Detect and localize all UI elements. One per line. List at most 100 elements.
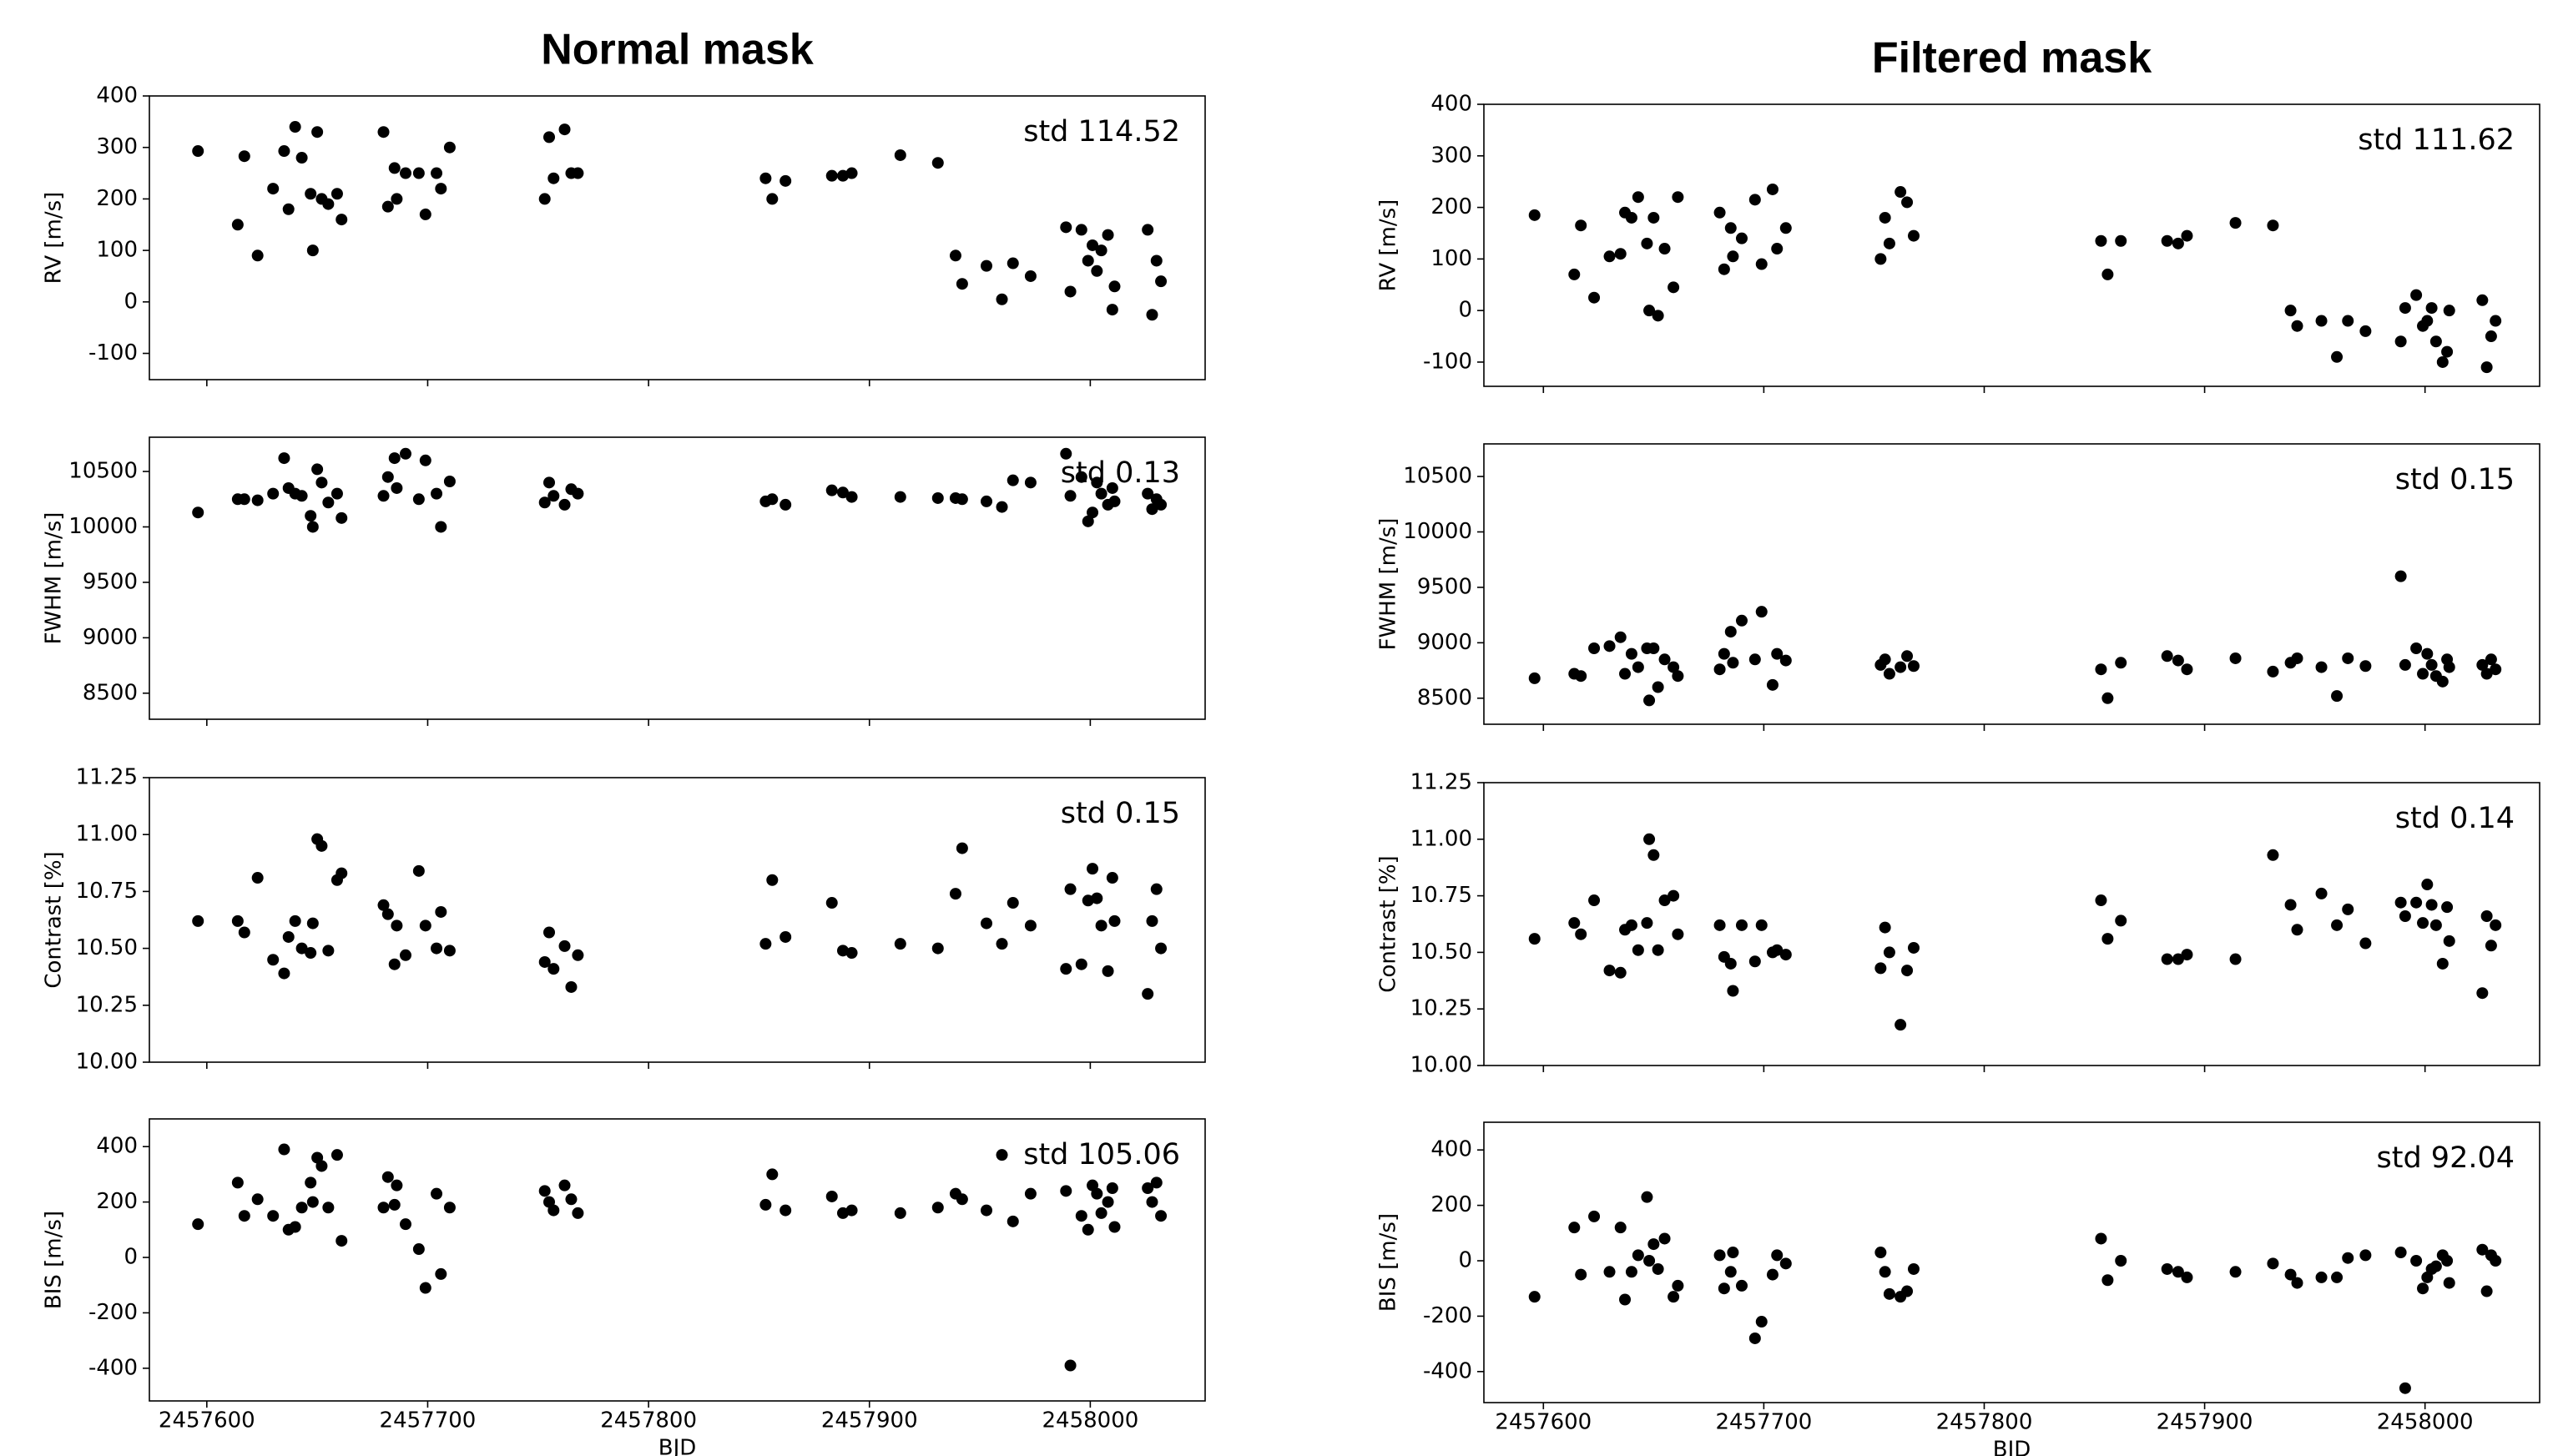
data-point xyxy=(1150,883,1163,895)
data-point xyxy=(1907,1262,1920,1275)
data-point xyxy=(572,1207,584,1219)
data-point xyxy=(1625,211,1637,224)
data-point xyxy=(431,1187,443,1200)
x-tick-label: 2457800 xyxy=(1936,1410,2033,1435)
data-point xyxy=(336,1235,348,1247)
data-point xyxy=(2331,350,2344,363)
y-tick-label: -100 xyxy=(1423,349,1472,374)
data-point xyxy=(1108,914,1121,927)
data-point xyxy=(2172,1266,2184,1278)
data-point xyxy=(996,501,1008,513)
data-point xyxy=(1603,1266,1616,1278)
data-point xyxy=(289,121,301,134)
data-point xyxy=(2291,924,2303,936)
data-point xyxy=(1883,946,1895,959)
data-point xyxy=(1102,965,1114,977)
data-point xyxy=(1672,1279,1684,1292)
data-point xyxy=(278,452,290,465)
y-tick-label: -400 xyxy=(88,1355,138,1380)
data-point xyxy=(412,864,425,877)
data-point xyxy=(388,162,401,174)
data-point xyxy=(1146,309,1158,321)
data-point xyxy=(558,1179,571,1192)
data-point xyxy=(289,1221,301,1233)
data-point xyxy=(2485,330,2497,343)
data-point xyxy=(1575,670,1587,683)
data-point xyxy=(759,938,772,950)
data-point xyxy=(1658,1232,1671,1245)
data-point xyxy=(1106,304,1118,316)
data-point xyxy=(1647,849,1660,861)
data-point xyxy=(766,1168,779,1181)
data-point xyxy=(1755,919,1768,931)
y-tick-label: 10000 xyxy=(1403,519,1472,544)
data-point xyxy=(1106,872,1118,884)
data-point xyxy=(2421,879,2434,891)
data-point xyxy=(1724,1266,1737,1278)
data-point xyxy=(2443,305,2455,317)
data-point xyxy=(1779,949,1792,961)
data-point xyxy=(1528,1291,1541,1303)
data-point xyxy=(1727,250,1739,263)
data-point xyxy=(1647,642,1660,654)
data-point xyxy=(311,463,324,476)
data-point xyxy=(780,174,792,187)
data-point xyxy=(419,454,431,466)
data-point xyxy=(1874,1247,1887,1259)
y-tick-label: 0 xyxy=(1458,298,1472,323)
data-point xyxy=(1727,1247,1739,1259)
data-point xyxy=(192,506,204,519)
data-point xyxy=(1075,224,1087,236)
data-point xyxy=(391,1179,403,1192)
y-axis-label: FWHM [m/s] xyxy=(42,512,67,645)
data-point xyxy=(931,157,944,169)
data-point xyxy=(1528,209,1541,221)
data-point xyxy=(251,249,264,262)
y-tick-label: 300 xyxy=(1430,143,1472,168)
data-point xyxy=(322,1202,335,1214)
data-point xyxy=(2485,653,2497,666)
data-point xyxy=(2443,661,2455,673)
data-point xyxy=(2229,953,2242,965)
y-tick-label: 100 xyxy=(96,238,138,263)
data-point xyxy=(2101,933,2114,945)
data-point xyxy=(1643,694,1656,707)
data-point xyxy=(1146,1196,1158,1208)
data-point xyxy=(251,1193,264,1206)
y-axis-label: BIS [m/s] xyxy=(1376,1213,1401,1312)
data-point xyxy=(2181,229,2193,242)
data-point xyxy=(1150,254,1163,267)
data-point xyxy=(1718,263,1730,275)
data-point xyxy=(1643,305,1656,317)
data-point xyxy=(1619,1293,1632,1306)
data-point xyxy=(845,167,858,179)
data-point xyxy=(538,193,551,205)
data-point xyxy=(1142,988,1154,1000)
data-point xyxy=(2410,896,2423,909)
data-point xyxy=(267,954,280,966)
data-point xyxy=(836,486,849,499)
data-point xyxy=(2267,219,2279,232)
data-point xyxy=(377,1202,390,1214)
data-point xyxy=(315,476,328,489)
y-tick-label: 9000 xyxy=(1417,630,1472,655)
data-point xyxy=(192,145,204,158)
data-point xyxy=(435,905,447,918)
data-point xyxy=(2172,654,2184,667)
data-point xyxy=(981,1204,993,1217)
y-axis-label: Contrast [%] xyxy=(1376,855,1401,992)
y-tick-label: 10000 xyxy=(68,514,138,539)
data-point xyxy=(1641,237,1653,249)
data-point xyxy=(2101,268,2114,280)
data-point xyxy=(1064,285,1077,298)
x-tick-label: 2457900 xyxy=(821,1408,918,1433)
data-point xyxy=(330,487,343,500)
data-point xyxy=(1658,243,1671,255)
data-point xyxy=(322,496,335,509)
data-point xyxy=(2429,919,2442,931)
data-point xyxy=(1667,889,1680,902)
y-tick-label: 0 xyxy=(124,1245,138,1270)
data-point xyxy=(2181,1271,2193,1283)
data-point xyxy=(931,491,944,504)
